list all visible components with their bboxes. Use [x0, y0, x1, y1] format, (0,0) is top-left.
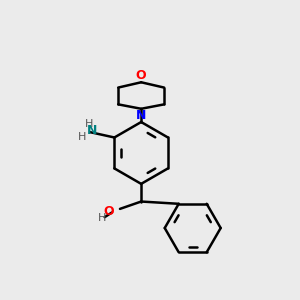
Text: O: O	[136, 69, 146, 82]
Text: H: H	[98, 213, 106, 223]
Text: N: N	[86, 124, 97, 137]
Text: N: N	[136, 109, 146, 122]
Text: H: H	[78, 132, 86, 142]
Text: O: O	[103, 205, 114, 218]
Text: H: H	[85, 119, 93, 129]
